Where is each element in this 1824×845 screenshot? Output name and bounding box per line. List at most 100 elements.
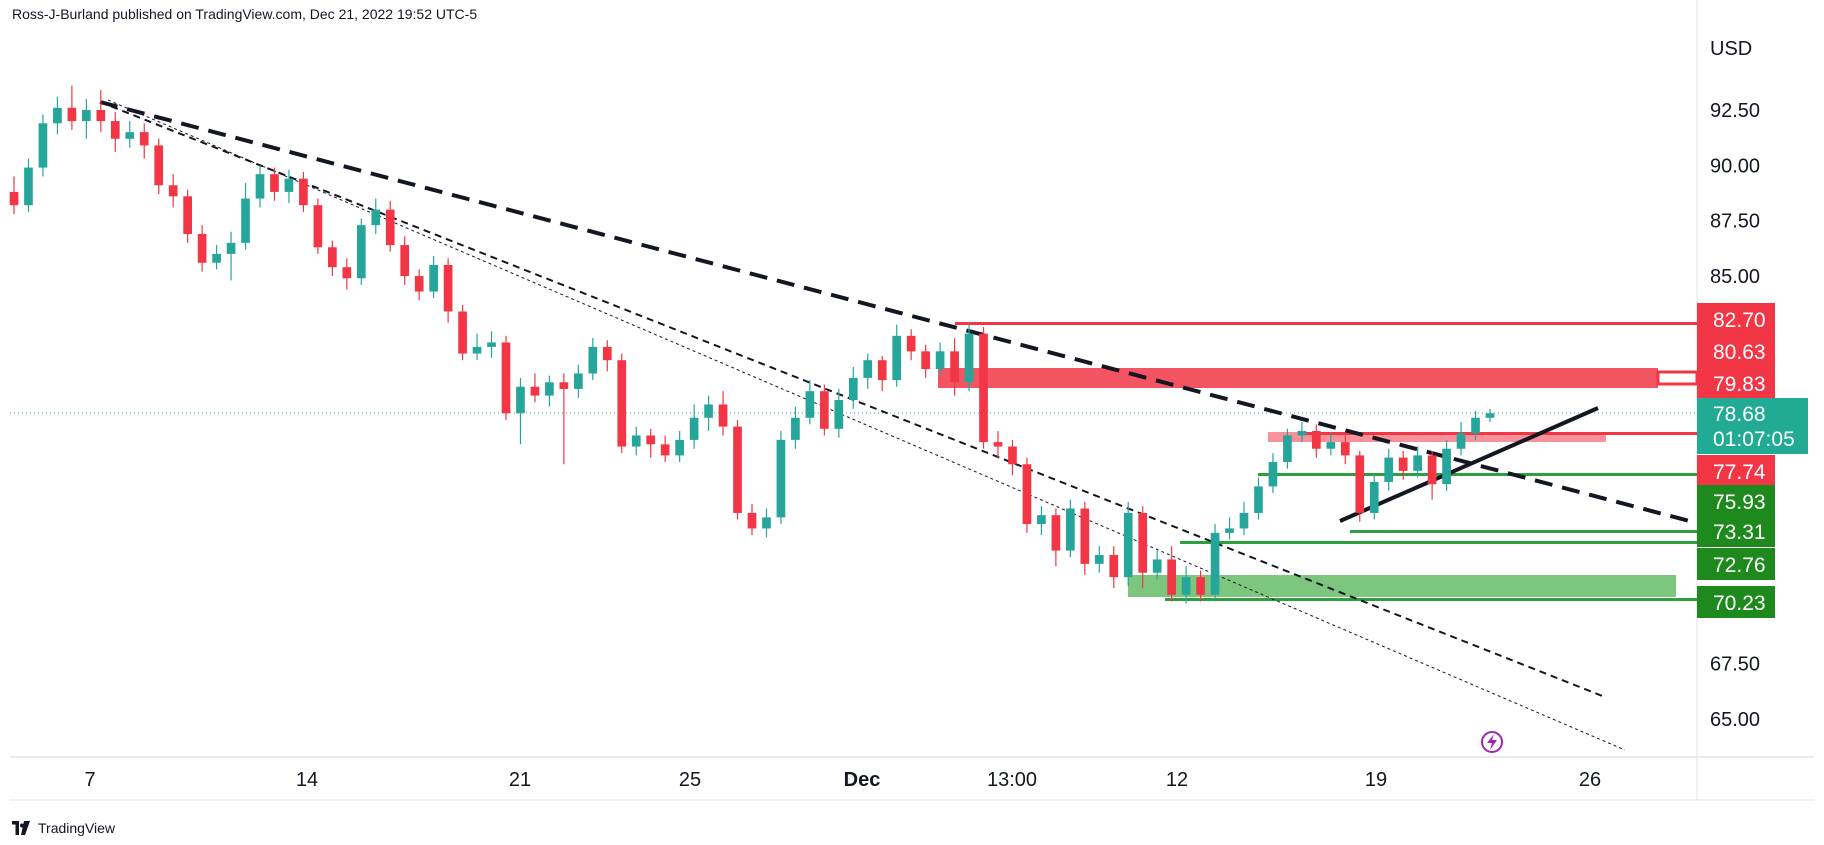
candle-body — [848, 377, 858, 401]
x-tick-label: 12 — [1166, 769, 1188, 791]
candle-body — [993, 442, 1003, 447]
candle-body — [1442, 448, 1451, 485]
candle-body — [1210, 532, 1220, 595]
candle — [892, 324, 902, 387]
candle — [1022, 457, 1032, 533]
candle — [328, 240, 337, 277]
badge-73-31-label: 73.31 — [1713, 521, 1766, 544]
candle — [472, 333, 482, 361]
candle — [284, 169, 294, 203]
candle-body — [1312, 431, 1321, 449]
candle — [588, 338, 598, 381]
candle-body — [1471, 417, 1480, 434]
candle — [530, 373, 540, 403]
resistance-zone-edge — [1656, 370, 1699, 386]
candle — [1066, 499, 1075, 558]
badge-75-93 — [1697, 485, 1775, 517]
candle-body — [1384, 457, 1394, 482]
candle-body — [1167, 559, 1176, 595]
candle — [255, 165, 265, 208]
candle — [414, 269, 424, 301]
candle-body — [1254, 486, 1263, 513]
candle — [776, 431, 786, 525]
resistance-line-82-70 — [955, 322, 1697, 325]
candle-body — [906, 335, 916, 352]
badge-80-63 — [1697, 335, 1775, 367]
candle — [1312, 424, 1321, 458]
candle — [762, 508, 771, 538]
candle — [1225, 517, 1234, 540]
candle-body — [559, 382, 569, 389]
candle — [197, 225, 207, 272]
trendlines — [99, 99, 1698, 751]
candle — [139, 123, 149, 159]
candle — [1326, 433, 1336, 456]
candle — [733, 419, 742, 520]
candle — [718, 391, 728, 436]
candle — [1109, 546, 1119, 589]
candle — [1196, 570, 1205, 602]
candle — [1369, 473, 1379, 520]
candle-body — [400, 245, 410, 277]
candle — [96, 90, 106, 133]
tradingview-logo-icon — [12, 821, 30, 835]
candle — [834, 388, 844, 438]
candle — [1123, 501, 1133, 587]
candle — [385, 200, 395, 252]
candle-body — [1340, 442, 1350, 456]
candle — [458, 304, 467, 361]
candle — [82, 98, 91, 139]
candle-body — [1022, 464, 1032, 525]
candle — [168, 174, 178, 208]
candle — [950, 338, 959, 396]
candle — [1181, 566, 1191, 604]
candle-body — [1196, 577, 1205, 595]
candle-body — [1413, 455, 1422, 471]
candle — [1442, 439, 1451, 491]
badge-70-23-label: 70.23 — [1713, 592, 1766, 615]
candle — [487, 331, 496, 358]
candle — [9, 176, 19, 215]
candle — [429, 256, 438, 299]
candle-body — [776, 439, 786, 518]
candle — [24, 158, 33, 212]
candle — [400, 236, 410, 285]
candle-body — [1066, 508, 1075, 551]
candle-body — [675, 439, 684, 456]
tradingview-footer[interactable]: TradingView — [10, 820, 115, 836]
candle-body — [1456, 433, 1466, 449]
tradingview-brand: TradingView — [38, 820, 116, 836]
candle — [443, 258, 453, 323]
candle-body — [110, 121, 120, 139]
badge-72-76-label: 72.76 — [1713, 554, 1766, 577]
candle — [805, 380, 815, 425]
flash-icon[interactable] — [1481, 731, 1503, 753]
candle — [1008, 439, 1017, 476]
support-line-73-31 — [1350, 530, 1697, 533]
y-tick-label: 87.50 — [1710, 211, 1760, 233]
candle — [1254, 477, 1263, 520]
candle-body — [979, 333, 988, 443]
candle — [110, 112, 120, 153]
candle — [1283, 428, 1292, 469]
candle — [371, 198, 381, 234]
candle-body — [1123, 512, 1133, 578]
candle-body — [588, 346, 598, 374]
last-price-label: 78.68 — [1713, 403, 1766, 426]
candle-body — [313, 205, 323, 248]
candle-body — [545, 382, 554, 396]
badge-77-74-label: 77.74 — [1713, 461, 1766, 484]
candle-body — [168, 185, 178, 197]
candle-body — [530, 386, 540, 396]
candle — [675, 431, 684, 463]
candle-body — [718, 404, 728, 427]
candle-body — [834, 400, 844, 429]
resistance-line-77-74 — [1298, 432, 1697, 435]
candle — [38, 114, 48, 177]
candle-body — [892, 335, 902, 381]
candle-body — [863, 360, 873, 378]
candle-body — [1138, 512, 1148, 573]
candle-body — [1326, 442, 1336, 449]
candle — [1297, 422, 1307, 443]
